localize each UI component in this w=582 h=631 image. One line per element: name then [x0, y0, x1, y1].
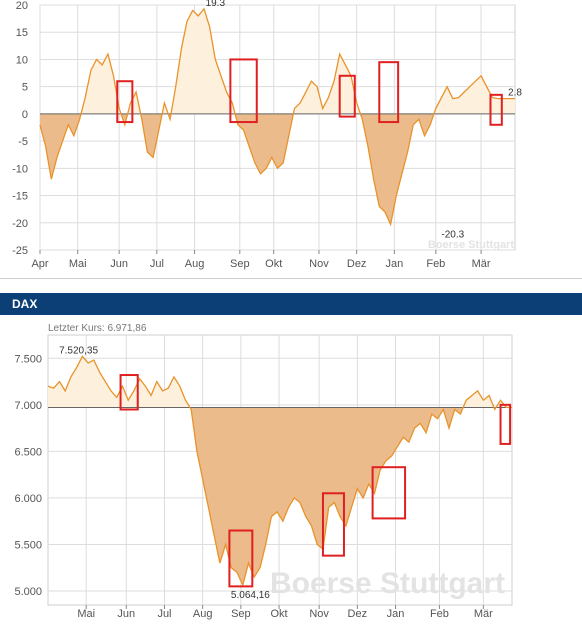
chart-separator [0, 278, 582, 279]
x-tick-label: Dez [348, 608, 368, 620]
highlight-box [489, 93, 503, 126]
panel-title: DAX [12, 297, 38, 311]
series-line [47, 355, 512, 588]
y-tick-labels: 5.000 5.500 6.000 6.500 7.000 7.500 [14, 353, 42, 598]
x-tick-label: Sep [231, 608, 251, 620]
area-above-baseline [48, 356, 512, 408]
y-tick-label: 7.500 [14, 353, 42, 365]
y-tick-label: -5 [18, 136, 28, 148]
x-tick-label: Aug [193, 608, 213, 620]
value-annotation: 5.064,16 [231, 590, 270, 601]
y-tick-label: 5.000 [14, 586, 42, 598]
x-tick-label: Mär [472, 258, 491, 270]
x-tick-label: Dez [347, 258, 367, 270]
value-annotation: 2.8 [508, 88, 522, 99]
highlight-box [371, 466, 407, 520]
x-tick-label: Jul [150, 258, 164, 270]
x-tick-label: Sep [230, 258, 250, 270]
highlight-boxes [116, 58, 503, 126]
highlight-box [228, 529, 254, 588]
y-tick-label: -20 [12, 218, 28, 230]
grid-lines [39, 4, 516, 254]
y-tick-label: -25 [12, 245, 28, 257]
x-tick-label: Mai [69, 258, 87, 270]
x-tick-label: Okt [270, 608, 287, 620]
y-tick-label: 6.500 [14, 446, 42, 458]
x-tick-label: Nov [309, 258, 329, 270]
y-tick-label: 5.500 [14, 539, 42, 551]
y-tick-label: -10 [12, 163, 28, 175]
y-tick-label: 7.000 [14, 400, 42, 412]
value-annotations: 19.3 -20.3 2.8 [206, 0, 523, 240]
watermark: Boerse Stuttgart [270, 567, 505, 600]
x-tick-label: Aug [185, 258, 205, 270]
x-tick-label: Jan [385, 258, 403, 270]
highlight-box [338, 74, 356, 118]
x-tick-label: Apr [31, 258, 48, 270]
x-tick-label: Mär [474, 608, 493, 620]
area-above-baseline [80, 8, 515, 114]
x-tick-label: Jun [117, 608, 135, 620]
highlight-box [116, 80, 134, 124]
y-tick-label: 6.000 [14, 493, 42, 505]
x-tick-label: Feb [426, 258, 445, 270]
x-tick-labels: Apr Mai Jun Jul Aug Sep Okt Nov Dez Jan Feb Mär [31, 258, 490, 270]
value-annotation: -20.3 [441, 229, 464, 240]
value-annotation: 19.3 [206, 0, 226, 9]
highlight-boxes [119, 374, 512, 588]
value-annotations: 7.520,35 5.064,16 [59, 345, 270, 601]
x-tick-labels: Mai Jun Jul Aug Sep Okt Nov Dez Jan Feb Mär [77, 608, 493, 620]
watermark: Boerse Stuttgart [428, 239, 515, 251]
series-line [39, 7, 515, 227]
x-tick-label: Jun [110, 258, 128, 270]
x-tick-label: Okt [265, 258, 282, 270]
y-tick-label: 0 [22, 109, 28, 121]
y-tick-label: -15 [12, 191, 28, 203]
dax-panel-header: DAX [0, 293, 582, 315]
x-tick-label: Jan [387, 608, 405, 620]
momentum-chart: -25 -20 -15 -10 -5 0 5 10 15 20 Apr Mai Jun Jul Aug Se… [12, 0, 523, 270]
y-tick-label: 10 [16, 54, 28, 66]
x-tick-label: Nov [309, 608, 329, 620]
area-below-baseline [40, 113, 515, 225]
y-tick-labels: -25 -20 -15 -10 -5 0 5 10 15 20 [12, 0, 28, 257]
series-area [39, 7, 515, 227]
value-annotation: 7.520,35 [59, 345, 98, 356]
highlight-box [229, 58, 258, 124]
highlight-box [119, 374, 139, 411]
dax-chart: 5.000 5.500 6.000 6.500 7.000 7.500 Mai Jun Jul… [14, 323, 513, 620]
chart-subtitle: Letzter Kurs: 6.971,86 [48, 323, 147, 334]
x-tick-label: Mai [77, 608, 95, 620]
y-tick-label: 15 [16, 27, 28, 39]
highlight-box [378, 61, 400, 124]
highlight-box [499, 403, 512, 445]
highlight-box [321, 492, 345, 557]
y-tick-label: 5 [22, 82, 28, 94]
x-tick-label: Feb [430, 608, 449, 620]
y-tick-label: 20 [16, 0, 28, 12]
x-tick-label: Jul [157, 608, 171, 620]
